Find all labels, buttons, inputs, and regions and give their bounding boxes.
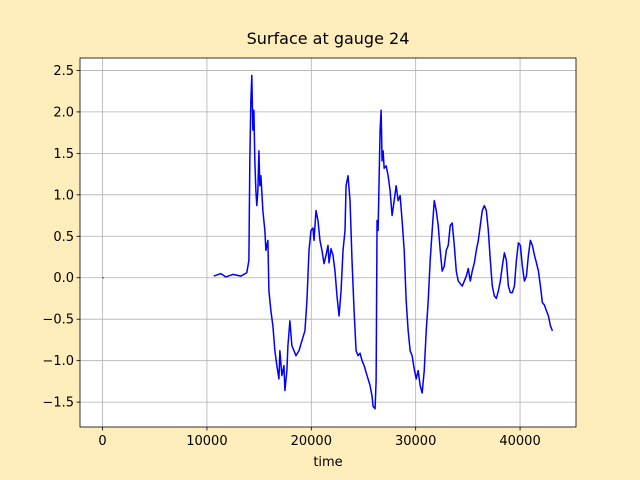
x-tick-label: 40000 <box>499 434 540 449</box>
x-axis-label: time <box>313 455 342 470</box>
y-tick-label: 2.5 <box>53 64 74 79</box>
x-tick-label: 10000 <box>186 434 227 449</box>
chart-title: Surface at gauge 24 <box>247 29 410 48</box>
y-tick-label: 1.0 <box>53 188 74 203</box>
plot-area <box>80 58 576 427</box>
x-tick-label: 20000 <box>291 434 332 449</box>
y-tick-label: 1.5 <box>53 147 74 162</box>
y-tick-label: 0.0 <box>53 271 74 286</box>
data-line <box>102 74 554 410</box>
y-tick-label: 2.0 <box>53 105 74 120</box>
y-tick-label: 0.5 <box>53 230 74 245</box>
x-tick-label: 0 <box>98 434 106 449</box>
y-tick-label: −0.5 <box>42 313 74 328</box>
y-tick-label: −1.0 <box>42 354 74 369</box>
y-tick-label: −1.5 <box>42 396 74 411</box>
axes-frame <box>79 57 577 428</box>
x-tick-label: 30000 <box>395 434 436 449</box>
